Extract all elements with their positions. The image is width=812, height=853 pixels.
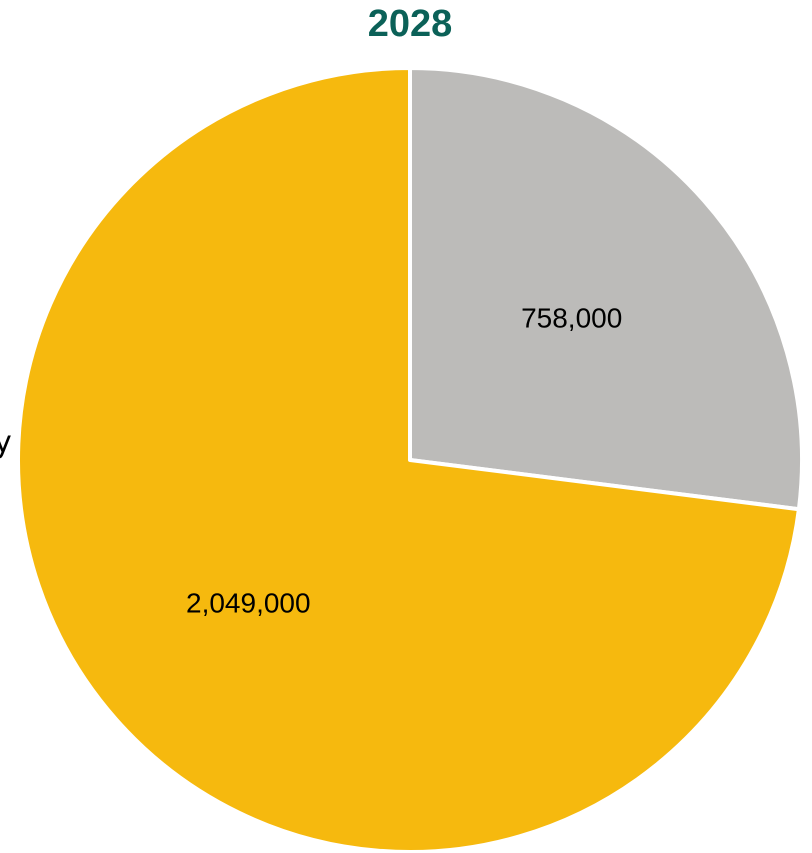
left-edge-text-fragment: y — [0, 425, 12, 460]
pie-slice-0 — [408, 66, 804, 512]
pie-slice-label-0: 758,000 — [521, 302, 622, 333]
chart-title: 2028 — [368, 3, 453, 45]
pie-slice-label-1: 2,049,000 — [186, 588, 311, 619]
pie-labels: 758,000 2,049,000 — [186, 302, 622, 618]
pie-slice-1 — [16, 66, 801, 853]
pie-slices — [16, 66, 804, 853]
